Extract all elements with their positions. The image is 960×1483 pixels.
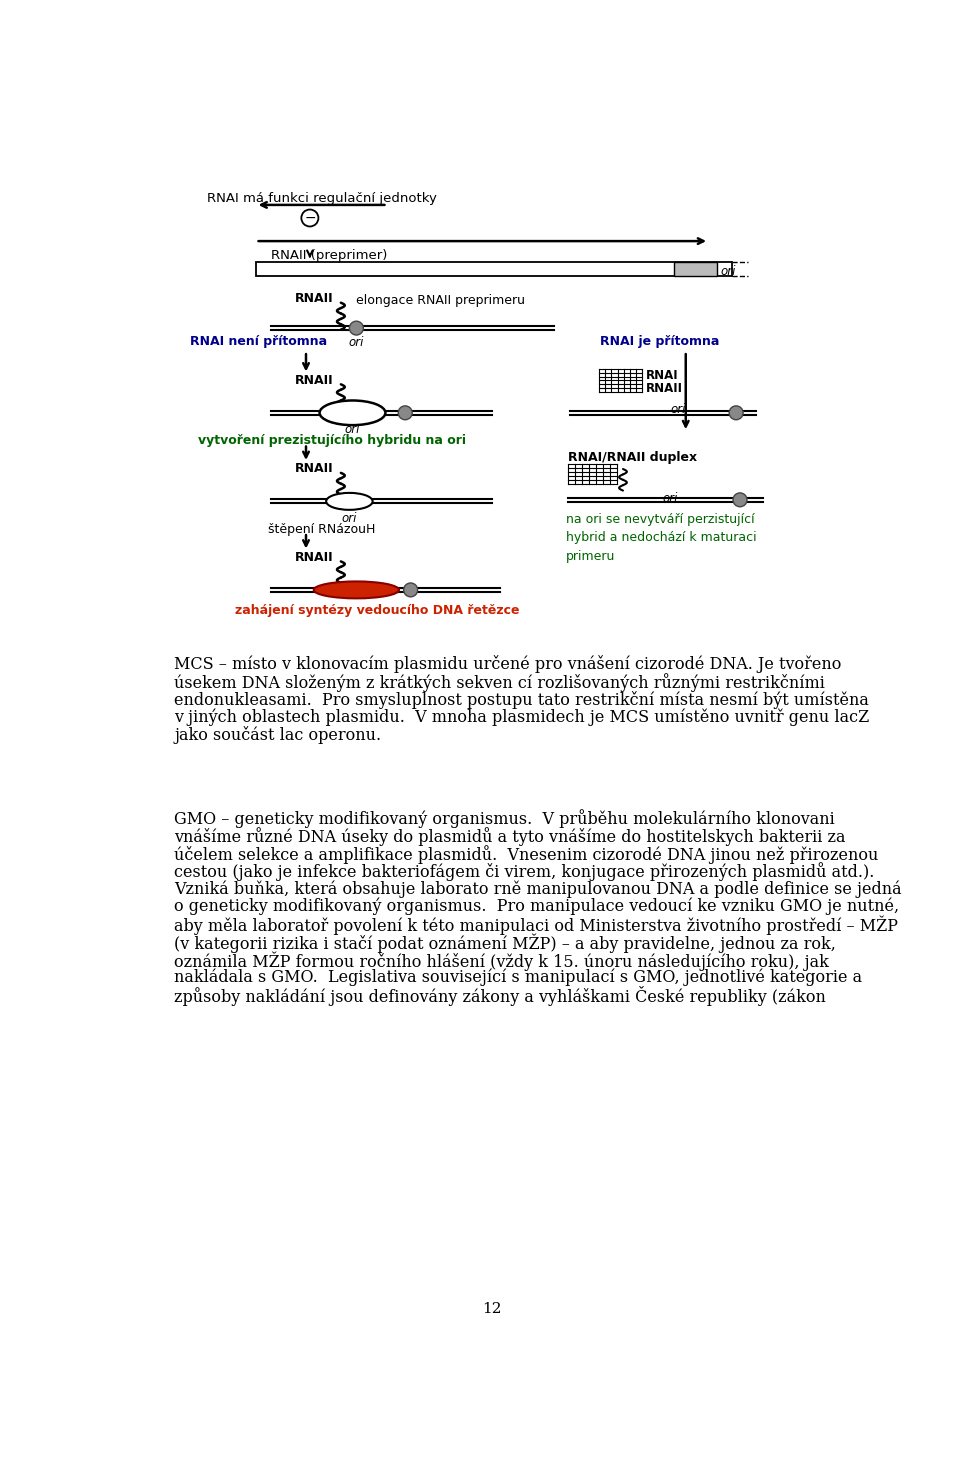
- Text: −: −: [304, 211, 316, 225]
- Text: (v kategorii rizika i stačí podat oznámení MŽP) – a aby pravidelne, jednou za ro: (v kategorii rizika i stačí podat oznáme…: [175, 933, 836, 954]
- Text: GMO – geneticky modifikovaný organismus.  V průběhu molekulárního klonovani: GMO – geneticky modifikovaný organismus.…: [175, 810, 835, 829]
- Text: způsoby nakládání jsou definovány zákony a vyhláškami České republiky (zákon: způsoby nakládání jsou definovány zákony…: [175, 986, 827, 1007]
- Text: ori: ori: [662, 492, 678, 506]
- Text: elongace RNAII preprimeru: elongace RNAII preprimeru: [356, 294, 525, 307]
- Text: cestou (jako je infekce bakteriofágem či virem, konjugace přirozených plasmidů a: cestou (jako je infekce bakteriofágem či…: [175, 863, 875, 881]
- Ellipse shape: [314, 581, 399, 598]
- Text: ori: ori: [345, 423, 360, 436]
- Text: úsekem DNA složeným z krátkých sekven cí rozlišovaných různými restrikčními: úsekem DNA složeným z krátkých sekven cí…: [175, 673, 826, 693]
- Circle shape: [301, 209, 319, 227]
- Text: MCS – místo v klonovacím plasmidu určené pro vnášení cizorodé DNA. Je tvořeno: MCS – místo v klonovacím plasmidu určené…: [175, 655, 842, 673]
- Text: endonukleasami.  Pro smysluplnost postupu tato restrikční místa nesmí být umístě: endonukleasami. Pro smysluplnost postupu…: [175, 691, 869, 709]
- Text: účelem selekce a amplifikace plasmidů.  Vnesenim cizorodé DNA jinou než přirozen: účelem selekce a amplifikace plasmidů. V…: [175, 845, 878, 863]
- Text: RNAII (preprimer): RNAII (preprimer): [271, 249, 388, 262]
- Text: aby měla laboratoř povolení k této manipulaci od Ministerstva životního prostřed: aby měla laboratoř povolení k této manip…: [175, 915, 899, 936]
- FancyBboxPatch shape: [255, 262, 732, 276]
- Text: štěpení RNázouH: štěpení RNázouH: [268, 523, 375, 535]
- Circle shape: [730, 406, 743, 420]
- Text: ori: ori: [670, 403, 685, 415]
- Text: RNAII: RNAII: [295, 463, 333, 475]
- Text: nakládala s GMO.  Legislativa související s manipulací s GMO, jednotlivé kategor: nakládala s GMO. Legislativa související…: [175, 968, 862, 986]
- Text: RNAI má funkci regulační jednotky: RNAI má funkci regulační jednotky: [206, 191, 437, 205]
- Ellipse shape: [326, 492, 372, 510]
- Text: zahájení syntézy vedoucího DNA řetězce: zahájení syntézy vedoucího DNA řetězce: [234, 604, 519, 617]
- Circle shape: [403, 583, 418, 596]
- Text: ori: ori: [721, 265, 736, 279]
- Ellipse shape: [320, 400, 385, 426]
- Text: o geneticky modifikovaný organismus.  Pro manipulace vedoucí ke vzniku GMO je nu: o geneticky modifikovaný organismus. Pro…: [175, 897, 900, 915]
- Text: RNAII: RNAII: [295, 374, 333, 387]
- Circle shape: [733, 492, 747, 507]
- Circle shape: [349, 322, 363, 335]
- Text: RNAI je přítomna: RNAI je přítomna: [601, 335, 720, 349]
- Text: 12: 12: [482, 1302, 502, 1315]
- Text: oznámila MŽP formou ročního hlášení (vždy k 15. únoru následujícího roku), jak: oznámila MŽP formou ročního hlášení (vžd…: [175, 951, 829, 970]
- FancyBboxPatch shape: [674, 262, 717, 276]
- Text: RNAI: RNAI: [646, 369, 679, 381]
- Text: RNAII: RNAII: [295, 292, 333, 305]
- Text: vytvoření prezistujícího hybridu na ori: vytvoření prezistujícího hybridu na ori: [198, 433, 466, 446]
- Text: RNAII: RNAII: [295, 550, 333, 564]
- Text: Vzniká buňka, která obsahuje laborato rně manipulovanou DNA a podle definice se : Vzniká buňka, která obsahuje laborato rn…: [175, 881, 901, 897]
- Text: na ​ori​ se nevytváří perzistující
hybrid a nedochází k maturaci
primeru: na ​ori​ se nevytváří perzistující hybri…: [565, 513, 756, 564]
- Text: v jiných oblastech plasmidu.  V mnoha plasmidech je MCS umístěno uvnitř genu lac: v jiných oblastech plasmidu. V mnoha pla…: [175, 709, 870, 727]
- Text: ori: ori: [348, 335, 364, 349]
- Circle shape: [398, 406, 412, 420]
- Text: RNAI není přítomna: RNAI není přítomna: [190, 335, 326, 349]
- Text: RNAI/RNAII duplex: RNAI/RNAII duplex: [568, 451, 697, 464]
- Text: RNAII: RNAII: [646, 383, 684, 396]
- Text: vnášíme různé DNA úseky do plasmidů a tyto vnášíme do hostitelskych bakterii za: vnášíme různé DNA úseky do plasmidů a ty…: [175, 828, 846, 845]
- Text: ori: ori: [342, 512, 357, 525]
- Text: jako součást lac operonu.: jako součást lac operonu.: [175, 727, 381, 744]
